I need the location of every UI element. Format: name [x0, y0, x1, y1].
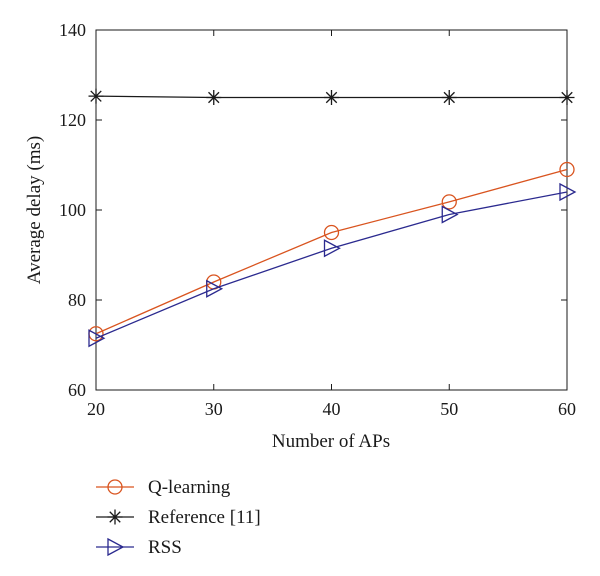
- data-point-rss-2: [323, 239, 341, 258]
- data-point-rss-1: [206, 279, 224, 298]
- series-line-rss: [95, 191, 568, 339]
- x-tick-label-1: 30: [205, 399, 223, 419]
- data-point-rss-3: [441, 205, 459, 224]
- x-tick-label-2: 40: [323, 399, 341, 419]
- y-tick-label-2: 100: [59, 200, 86, 220]
- data-point-rss-4: [559, 182, 577, 202]
- data-point-rss-0-shape: [88, 329, 106, 348]
- plot-frame: [95, 29, 568, 391]
- legend-marker-reference-11: [107, 509, 123, 525]
- data-point-q-learning-3: [441, 194, 457, 210]
- data-point-reference-11-1-shape: [206, 90, 222, 105]
- data-point-reference-11-4-shape: [559, 90, 575, 105]
- data-point-reference-11-0-shape: [88, 88, 104, 104]
- legend-item-reference-11: Reference [11]: [96, 507, 261, 528]
- data-point-reference-11-2: [324, 90, 339, 105]
- y-tick-label-4: 140: [59, 20, 86, 40]
- data-point-rss-0: [88, 329, 106, 348]
- legend-marker-rss: [107, 537, 125, 557]
- data-point-rss-1-shape: [206, 279, 224, 298]
- legend: Q-learning Reference [11] RSS: [96, 477, 261, 558]
- data-point-q-learning-3-shape: [441, 194, 457, 210]
- y-axis-title: Average delay (ms): [24, 136, 45, 284]
- data-point-reference-11-3-shape: [441, 90, 457, 105]
- legend-marker-q-learning: [107, 479, 123, 495]
- data-point-q-learning-4-shape: [559, 161, 575, 178]
- data-point-q-learning-2-shape: [323, 224, 340, 241]
- data-point-reference-11-3: [441, 90, 457, 105]
- data-point-q-learning-2: [323, 224, 340, 241]
- legend-marker-q-learning-shape: [107, 479, 123, 495]
- legend-item-rss: RSS: [96, 537, 182, 558]
- legend-item-q-learning: Q-learning: [96, 477, 231, 498]
- y-tick-label-3: 120: [59, 110, 86, 130]
- series-line-q-learning: [95, 168, 568, 335]
- y-tick-label-0: 60: [68, 380, 86, 400]
- x-tick-label-4: 60: [558, 399, 576, 419]
- x-axis-title: Number of APs: [272, 431, 390, 452]
- data-point-rss-4-shape: [559, 182, 577, 202]
- data-point-reference-11-2-shape: [324, 90, 339, 105]
- x-tick-label-0: 20: [87, 399, 105, 419]
- legend-marker-rss-shape: [107, 537, 125, 557]
- data-point-reference-11-1: [206, 90, 222, 105]
- legend-marker-reference-11-shape: [107, 509, 123, 525]
- data-point-rss-3-shape: [441, 205, 459, 224]
- x-tick-label-3: 50: [440, 399, 458, 419]
- y-tick-label-1: 80: [68, 290, 86, 310]
- legend-label-q-learning: Q-learning: [148, 477, 231, 498]
- data-point-reference-11-0: [88, 88, 104, 104]
- legend-label-rss: RSS: [148, 537, 182, 558]
- data-point-rss-2-shape: [323, 239, 341, 258]
- data-point-reference-11-4: [559, 90, 575, 105]
- data-point-q-learning-4: [559, 161, 575, 178]
- legend-label-reference-11: Reference [11]: [148, 507, 261, 528]
